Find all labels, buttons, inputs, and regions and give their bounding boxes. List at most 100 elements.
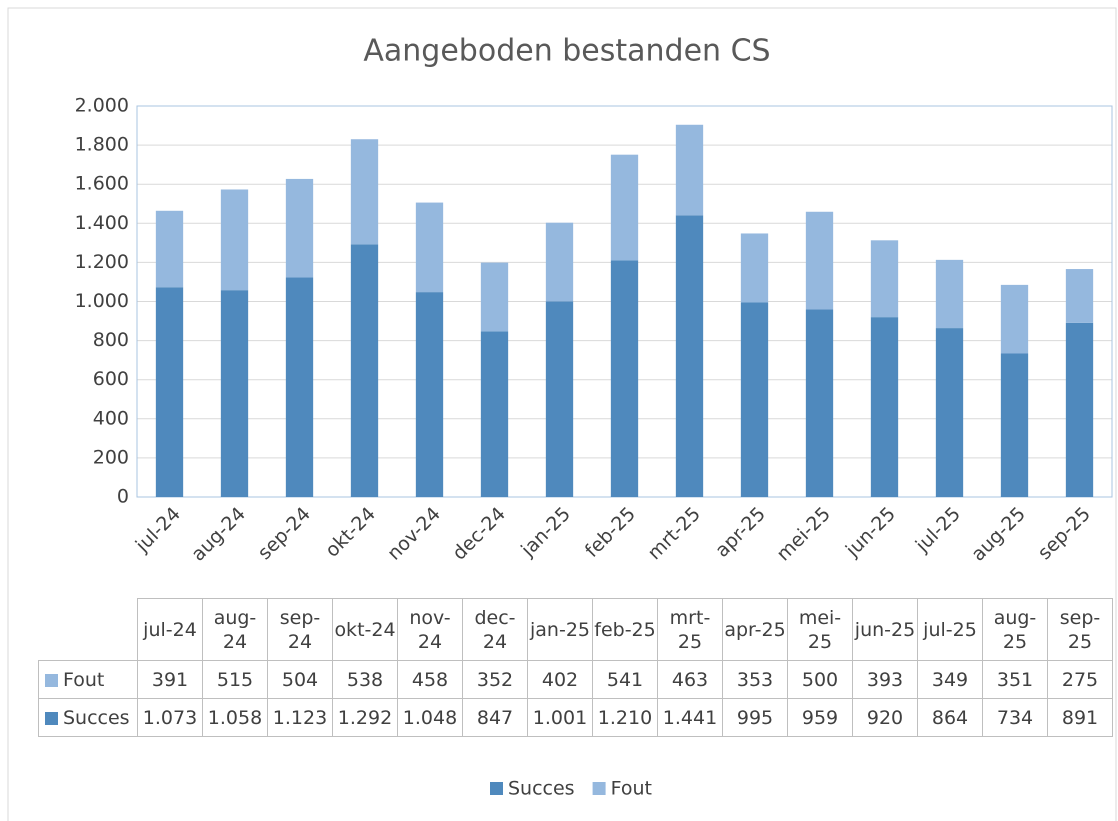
bar-segment bbox=[935, 259, 964, 329]
bar-segment bbox=[870, 317, 899, 497]
bar-segment bbox=[480, 262, 509, 332]
table-header: aug-25 bbox=[982, 598, 1048, 661]
table-header: sep-25 bbox=[1047, 598, 1113, 661]
y-tick-label: 200 bbox=[93, 446, 129, 468]
table-cell: 275 bbox=[1047, 660, 1113, 699]
table-cell: 864 bbox=[917, 698, 983, 737]
x-tick-label: sep-24 bbox=[254, 503, 315, 564]
table-cell: 734 bbox=[982, 698, 1048, 737]
table-header: okt-24 bbox=[332, 598, 398, 661]
bar-segment bbox=[740, 302, 769, 497]
bar-segment bbox=[350, 139, 379, 245]
legend-label: Fout bbox=[611, 778, 652, 800]
bar-segment bbox=[1065, 269, 1094, 323]
table-header: nov-24 bbox=[397, 598, 463, 661]
table-cell: 515 bbox=[202, 660, 268, 699]
table-header: jan-25 bbox=[527, 598, 593, 661]
table-cell: 1.058 bbox=[202, 698, 268, 737]
table-cell: 959 bbox=[787, 698, 853, 737]
table-cell: 353 bbox=[722, 660, 788, 699]
bar-segment bbox=[675, 215, 704, 498]
y-tick-label: 1.800 bbox=[75, 134, 129, 156]
table-cell: 463 bbox=[657, 660, 723, 699]
bar-segment bbox=[415, 292, 444, 497]
table-cell: 1.073 bbox=[137, 698, 203, 737]
table-header: jul-24 bbox=[137, 598, 203, 661]
table-row-label: Succes bbox=[38, 698, 138, 737]
table-cell: 402 bbox=[527, 660, 593, 699]
table-header: apr-25 bbox=[722, 598, 788, 661]
table-cell: 351 bbox=[982, 660, 1048, 699]
table-cell: 393 bbox=[852, 660, 918, 699]
y-tick-label: 0 bbox=[117, 486, 129, 508]
bar-segment bbox=[415, 202, 444, 293]
bar-segment bbox=[545, 301, 574, 497]
bar-segment bbox=[740, 233, 769, 303]
table-row: Succes 1.073 1.058 1.123 1.292 1.048 847 1.001 1… bbox=[38, 698, 1113, 737]
table-cell: 500 bbox=[787, 660, 853, 699]
table-cell: 847 bbox=[462, 698, 528, 737]
table-cell: 1.123 bbox=[267, 698, 333, 737]
table-row: Fout 391 515 504 538 458 352 402 541 463 353 500 393… bbox=[38, 660, 1113, 699]
bar-segment bbox=[675, 124, 704, 216]
legend-swatch bbox=[490, 782, 503, 795]
table-header: feb-25 bbox=[592, 598, 658, 661]
x-tick-label: jan-25 bbox=[516, 503, 575, 562]
table-cell: 391 bbox=[137, 660, 203, 699]
y-tick-label: 2.000 bbox=[75, 95, 129, 117]
table-header: mrt-25 bbox=[657, 598, 723, 661]
table-header: mei-25 bbox=[787, 598, 853, 661]
bar-segment bbox=[870, 240, 899, 318]
legend-swatch bbox=[592, 782, 606, 795]
bar-segment bbox=[480, 331, 509, 497]
x-tick-label: sep-25 bbox=[1034, 503, 1095, 564]
table-cell: 541 bbox=[592, 660, 658, 699]
data-table: jul-24 aug-24 sep-24 okt-24 nov-24 dec-24 jan-… bbox=[38, 598, 1113, 737]
x-tick-label: jul-24 bbox=[131, 503, 185, 557]
x-tick-label: mei-25 bbox=[772, 503, 835, 566]
chart-title: Aangeboden bestanden CS bbox=[363, 34, 770, 69]
table-header: dec-24 bbox=[462, 598, 528, 661]
table-corner bbox=[38, 598, 138, 661]
y-tick-label: 400 bbox=[93, 407, 129, 429]
x-tick-label: dec-24 bbox=[448, 503, 510, 565]
bar-segment bbox=[610, 154, 639, 261]
bar-segment bbox=[220, 290, 249, 497]
bar-segment bbox=[285, 277, 314, 497]
x-tick-label: apr-25 bbox=[711, 503, 770, 562]
x-tick-label: mrt-25 bbox=[644, 503, 705, 564]
table-cell: 504 bbox=[267, 660, 333, 699]
x-tick-label: aug-24 bbox=[187, 503, 250, 566]
x-tick-label: jun-25 bbox=[841, 503, 900, 562]
table-cell: 349 bbox=[917, 660, 983, 699]
table-cell: 891 bbox=[1047, 698, 1113, 737]
table-cell: 538 bbox=[332, 660, 398, 699]
series-name: Succes bbox=[63, 706, 130, 729]
table-header: aug-24 bbox=[202, 598, 268, 661]
x-tick-label: nov-24 bbox=[383, 503, 445, 565]
x-tick-label: feb-25 bbox=[581, 503, 640, 562]
table-cell: 1.441 bbox=[657, 698, 723, 737]
y-tick-label: 1.000 bbox=[75, 290, 129, 312]
bar-segment bbox=[1000, 353, 1029, 497]
y-tick-label: 600 bbox=[93, 368, 129, 390]
bar-segment bbox=[805, 309, 834, 497]
bar-segment bbox=[285, 178, 314, 278]
bar-segment bbox=[610, 260, 639, 497]
chart-frame bbox=[7, 7, 1117, 821]
table-cell: 1.292 bbox=[332, 698, 398, 737]
table-header: jul-25 bbox=[917, 598, 983, 661]
bar-segment bbox=[935, 328, 964, 497]
legend-swatch bbox=[45, 673, 58, 687]
table-header: sep-24 bbox=[267, 598, 333, 661]
table-row-label: Fout bbox=[38, 660, 138, 699]
y-tick-label: 1.400 bbox=[75, 212, 129, 234]
x-tick-label: okt-24 bbox=[321, 503, 380, 562]
bar-segment bbox=[155, 287, 184, 497]
bar-segment bbox=[220, 189, 249, 291]
y-tick-label: 1.600 bbox=[75, 173, 129, 195]
bar-segment bbox=[805, 211, 834, 310]
x-tick-label: jul-25 bbox=[911, 503, 965, 557]
